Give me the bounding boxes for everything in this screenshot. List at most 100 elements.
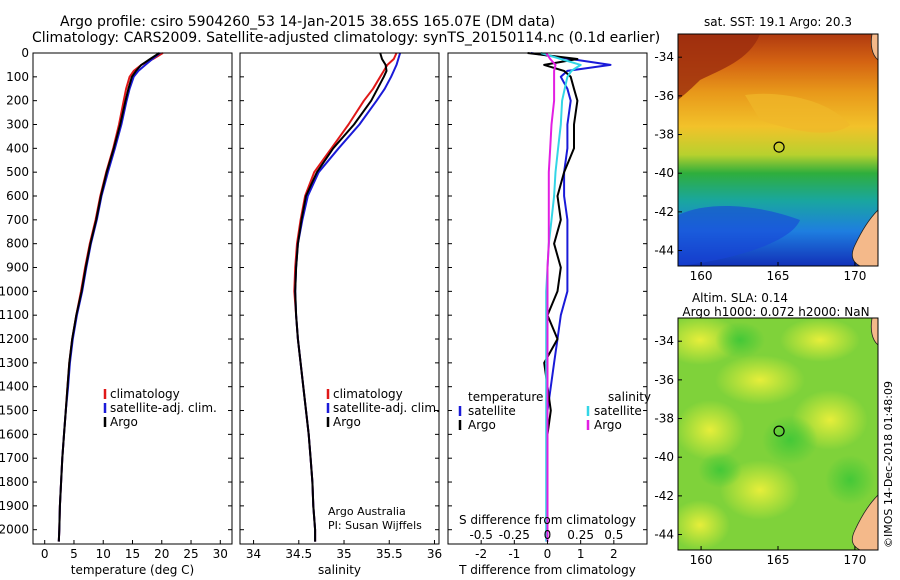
series-line-climatology (57, 52, 164, 542)
lat-tick-label: -42 (654, 489, 674, 503)
legend-label: Argo (594, 418, 622, 432)
depth-tick-label: 600 (6, 189, 29, 203)
sla-low (715, 322, 765, 358)
lon-tick-label: 160 (690, 553, 713, 567)
top-axis-label: S difference from climatology (459, 513, 636, 527)
depth-tick-label: 0 (21, 46, 29, 60)
legend-label: satellite-adj. clim. (110, 401, 217, 415)
lon-tick-label: 165 (767, 553, 790, 567)
series-line-argo-salinity- (545, 52, 557, 542)
profile-panel-3: -2 -1 0 1 2 T difference from climatology temp… (447, 52, 651, 577)
legend-label: climatology (110, 387, 180, 401)
x-tick-label: 30 (213, 547, 228, 561)
legend-label: Argo (110, 415, 138, 429)
x-tick-label: 0 (41, 547, 49, 561)
sst-map-title: sat. SST: 19.1 Argo: 20.3 (704, 15, 852, 29)
depth-tick-label: 400 (6, 141, 29, 155)
depth-tick-label: 1200 (0, 332, 29, 346)
sla-high (678, 400, 745, 460)
depth-tick-label: 700 (6, 213, 29, 227)
depth-tick-label: 1600 (0, 427, 29, 441)
depth-tick-label: 100 (6, 70, 29, 84)
lon-tick-label: 170 (843, 553, 866, 567)
x-tick-label: 34.5 (285, 547, 312, 561)
depth-tick-label: 800 (6, 237, 29, 251)
series-line-argo (294, 52, 388, 542)
annotation-text: Argo Australia (328, 505, 406, 518)
lat-tick-label: -34 (654, 50, 674, 64)
sst-warm-tongue (678, 34, 760, 100)
x-tick-label: 5 (70, 547, 78, 561)
series-line-argo-temperature- (527, 52, 579, 542)
series-line-satellite-adj-clim- (57, 52, 161, 542)
top-tick-label: -0.25 (499, 528, 530, 542)
sst-cold-patch (678, 205, 800, 266)
title-line-2: Climatology: CARS2009. Satellite-adjuste… (32, 30, 660, 46)
lat-tick-label: -34 (654, 334, 674, 348)
panel-frame (32, 52, 233, 545)
lat-tick-label: -44 (654, 244, 674, 258)
legend-title-salinity: salinity (608, 390, 651, 404)
depth-tick-label: 1900 (0, 499, 29, 513)
top-tick-label: 0.5 (604, 528, 623, 542)
top-tick-label: 0 (544, 528, 552, 542)
legend-label: satellite (594, 404, 642, 418)
lat-tick-label: -36 (654, 373, 674, 387)
profile-panel-1: 0100200300400500600700800900100011001200… (0, 46, 233, 577)
panel-frame (239, 52, 440, 545)
depth-tick-label: 300 (6, 118, 29, 132)
series-line-argo (57, 52, 160, 542)
legend-label: satellite-adj. clim. (333, 401, 440, 415)
lat-tick-label: -44 (654, 528, 674, 542)
lon-tick-label: 160 (690, 269, 713, 283)
sla-map: Altim. SLA: 0.14 Argo h1000: 0.072 h2000… (654, 291, 879, 567)
x-tick-label: 15 (125, 547, 140, 561)
depth-tick-label: 900 (6, 261, 29, 275)
x-tick-label: 0 (544, 547, 552, 561)
sla-high (780, 318, 860, 362)
x-tick-label: 20 (154, 547, 169, 561)
lat-tick-label: -36 (654, 89, 674, 103)
depth-tick-label: 1500 (0, 404, 29, 418)
x-axis-label: T difference from climatology (458, 563, 636, 577)
legend-label: Argo (333, 415, 361, 429)
annotation-text: PI: Susan Wijffels (328, 519, 422, 532)
profile-panel-2: 34 34.5 35 35.5 36 salinity climatologysatelli… (239, 52, 442, 577)
depth-tick-label: 1300 (0, 356, 29, 370)
x-tick-label: 2 (610, 547, 618, 561)
x-tick-label: 35.5 (376, 547, 403, 561)
x-tick-label: 35 (336, 547, 351, 561)
sla-low (698, 452, 742, 488)
legend-label: Argo (468, 418, 496, 432)
series-line-satellite-temperature- (530, 52, 612, 542)
x-tick-label: -2 (475, 547, 487, 561)
sst-map: sat. SST: 19.1 Argo: 20.3 -34 -36 -38 -40 -4… (654, 15, 879, 283)
depth-tick-label: 1100 (0, 308, 29, 322)
depth-tick-label: 500 (6, 165, 29, 179)
sla-low (825, 455, 875, 505)
sst-warm-patch (745, 93, 850, 133)
legend-title-temperature: temperature (468, 390, 543, 404)
x-axis-label: salinity (318, 563, 361, 577)
x-tick-label: 36 (427, 547, 442, 561)
x-tick-label: 34 (246, 547, 261, 561)
sla-high (715, 355, 805, 405)
x-axis-label: temperature (deg C) (71, 563, 194, 577)
sla-map-title-2: Argo h1000: 0.072 h2000: NaN (682, 305, 869, 319)
sla-map-title-1: Altim. SLA: 0.14 (692, 291, 788, 305)
legend-label: satellite (468, 404, 516, 418)
depth-tick-label: 1000 (0, 284, 29, 298)
depth-tick-label: 2000 (0, 523, 29, 537)
lat-tick-label: -40 (654, 450, 674, 464)
lat-tick-label: -42 (654, 205, 674, 219)
x-tick-label: 1 (577, 547, 585, 561)
lon-tick-label: 165 (767, 269, 790, 283)
legend-label: climatology (333, 387, 403, 401)
x-tick-label: 10 (96, 547, 111, 561)
depth-tick-label: 1700 (0, 451, 29, 465)
sla-high (678, 500, 730, 550)
argo-location-marker-sst (773, 141, 785, 153)
lat-tick-label: -38 (654, 412, 674, 426)
argo-location-marker-sla (773, 425, 785, 437)
footer-timestamp: ©IMOS 14-Dec-2018 01:48:09 (882, 381, 895, 548)
